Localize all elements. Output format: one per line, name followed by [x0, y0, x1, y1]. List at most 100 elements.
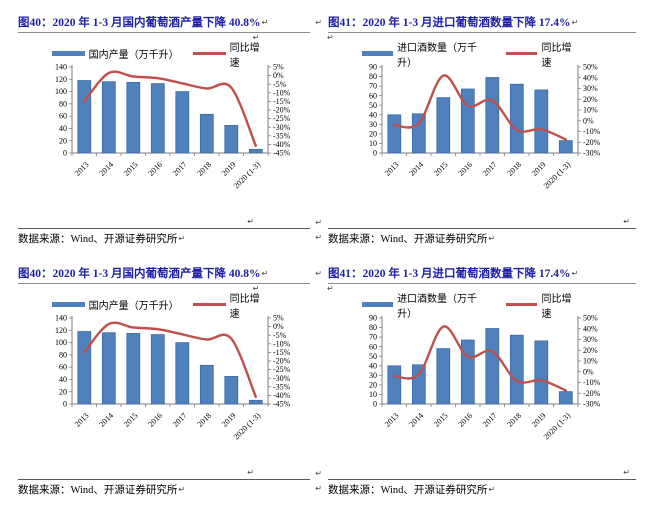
paragraph-mark-icon: ↵: [315, 484, 322, 493]
left-axis-tick-label: 80: [369, 323, 377, 332]
right-axis-tick-label: -30%: [273, 123, 291, 132]
x-axis-category-label: 2019: [220, 411, 238, 429]
right-axis-tick-label: -10%: [273, 88, 291, 97]
right-axis-tick-label: 0%: [273, 322, 284, 331]
x-axis-category-label: 2016: [456, 160, 474, 178]
bar-2014: [411, 113, 426, 154]
data-source-label: 数据来源：Wind、开源证券研究所: [328, 234, 488, 245]
paragraph-mark-icon: ↵: [571, 18, 579, 27]
right-axis-tick-label: -5%: [273, 331, 287, 340]
bar-2013: [387, 365, 402, 405]
spacer-line: ↵: [18, 284, 310, 295]
figure-title-row: 图41：2020 年 1-3 月进口葡萄酒数量下降 17.4%↵: [328, 264, 636, 281]
line-series-swatch: [506, 52, 538, 55]
right-axis-tick-label: 40%: [583, 324, 598, 333]
data-source-label: 数据来源：Wind、开源证券研究所: [18, 485, 178, 496]
right-axis-tick-label: -10%: [273, 339, 291, 348]
source-divider: [328, 479, 636, 480]
paragraph-mark-icon: ↵: [247, 217, 254, 226]
line-series-swatch: [192, 52, 226, 55]
x-axis-category-label: 2019: [530, 160, 548, 178]
left-axis-tick-label: 120: [55, 75, 67, 84]
bar-2014: [101, 332, 116, 405]
bar-2016: [150, 83, 165, 154]
figure-40-bottom: 图40：2020 年 1-3 月国内葡萄酒产量下降 40.8%↵ ↵ ↵ 国内产…: [18, 264, 322, 496]
x-axis-category-label: 2014: [407, 160, 425, 178]
right-axis-tick-label: -20%: [583, 138, 601, 147]
left-axis-tick-label: 20: [59, 136, 67, 145]
source-row: 数据来源：Wind、开源证券研究所↵: [328, 229, 636, 245]
bar-2020 (1-3): [248, 148, 263, 154]
paragraph-mark-icon: ↵: [315, 218, 322, 227]
x-axis-category-label: 2013: [383, 411, 401, 429]
figure-title-row: 图40：2020 年 1-3 月国内葡萄酒产量下降 40.8%↵ ↵: [18, 264, 322, 281]
right-axis-tick-label: -15%: [273, 97, 291, 106]
left-axis-tick-label: 80: [59, 99, 67, 108]
paragraph-mark-icon: ↵: [315, 18, 322, 27]
data-source-label: 数据来源：Wind、开源证券研究所: [18, 234, 178, 245]
right-axis-tick-label: 50%: [583, 314, 598, 323]
paragraph-mark-icon: ↵: [178, 234, 186, 243]
right-axis-tick-label: -35%: [273, 382, 291, 391]
yoy-growth-line: [393, 74, 567, 141]
bar-2013: [387, 114, 402, 154]
x-axis-category-label: 2017: [481, 411, 499, 429]
left-axis-tick-label: 0: [63, 400, 67, 409]
line-series-label: 同比增速: [541, 42, 572, 69]
x-axis-category-label: 2020 (1-3): [542, 160, 573, 191]
right-axis-tick-label: 10%: [583, 106, 598, 115]
bar-series-swatch: [362, 302, 394, 307]
right-axis-tick-label: -40%: [273, 391, 291, 400]
source-row: 数据来源：Wind、开源证券研究所↵: [328, 480, 636, 496]
bar-2017: [175, 342, 190, 405]
bar-series-label: 进口酒数量（万千升）: [397, 42, 478, 69]
paragraph-mark-icon: ↵: [178, 485, 186, 494]
chart-legend: 进口酒数量（万千升） 同比增速: [362, 43, 578, 69]
x-axis-category-label: 2014: [97, 160, 115, 178]
bar-2018: [199, 113, 214, 154]
right-axis-tick-label: -20%: [273, 106, 291, 115]
line-series-label: 同比增速: [541, 293, 572, 320]
x-axis-category-label: 2016: [146, 411, 164, 429]
paragraph-mark-icon: ↵: [261, 269, 269, 278]
left-axis-tick-label: 60: [59, 363, 67, 372]
bar-2017: [485, 328, 500, 405]
left-axis-tick-label: 40: [369, 110, 377, 119]
bar-2020 (1-3): [558, 140, 573, 154]
left-axis-tick-label: 40: [59, 375, 67, 384]
chart-legend: 进口酒数量（万千升） 同比增速: [362, 294, 578, 320]
left-axis-tick-label: 50: [369, 101, 377, 110]
paragraph-mark-icon: ↵: [488, 485, 496, 494]
line-series-swatch: [192, 303, 226, 306]
source-divider: [18, 479, 310, 480]
title-underline: [18, 283, 310, 284]
figure-title-row: 图41：2020 年 1-3 月进口葡萄酒数量下降 17.4%↵: [328, 13, 636, 30]
right-axis-tick-label: -15%: [273, 348, 291, 357]
right-axis-tick-label: 0%: [273, 71, 284, 80]
bar-2020 (1-3): [558, 391, 573, 405]
left-axis-tick-label: 20: [369, 380, 377, 389]
bar-2018: [199, 364, 214, 405]
bar-2014: [101, 81, 116, 154]
bar-2016: [460, 88, 475, 154]
right-axis-tick-label: 5%: [273, 314, 284, 323]
x-axis-category-label: 2015: [122, 160, 140, 178]
bar-2019: [224, 376, 239, 405]
bar-2016: [460, 339, 475, 405]
right-axis-tick-label: -30%: [583, 149, 601, 158]
figures-grid: 图40：2020 年 1-3 月国内葡萄酒产量下降 40.8%↵ ↵ ↵ 国内产…: [18, 13, 636, 515]
right-axis-tick-label: -25%: [273, 114, 291, 123]
right-axis-tick-label: -5%: [273, 80, 287, 89]
paragraph-mark-icon: ↵: [252, 33, 260, 42]
bar-2013: [77, 80, 92, 154]
bar-2017: [175, 91, 190, 154]
left-axis-tick-label: 0: [373, 400, 377, 409]
left-axis-tick-label: 10: [369, 390, 377, 399]
left-axis-tick-label: 20: [369, 129, 377, 138]
bar-series-swatch: [52, 302, 85, 307]
chart-domestic-production: 140 120 100 80 60 40 20 0 5%0%-5%-10%-15%-20%-25…: [55, 63, 291, 191]
figure-title: 图41：2020 年 1-3 月进口葡萄酒数量下降 17.4%: [328, 268, 571, 280]
x-axis-category-label: 2019: [220, 160, 238, 178]
left-axis-tick-label: 0: [373, 149, 377, 158]
